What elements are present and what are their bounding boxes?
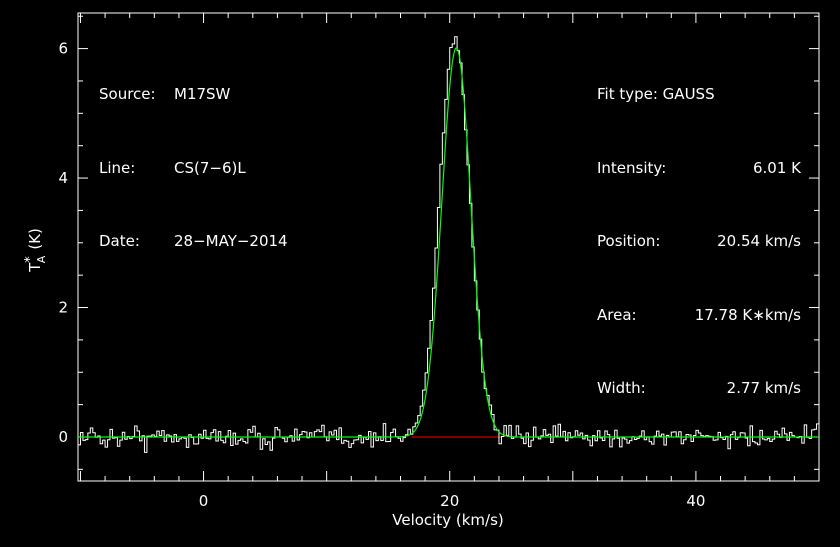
x-axis-label: Velocity (km/s) [392,511,503,529]
fit-info: Fit type: GAUSS Intensity: 6.01 K Positio… [597,33,827,425]
intensity-row: Intensity: 6.01 K [597,156,827,181]
y-tick-label: 2 [58,299,68,317]
line-row: Line: CS(7−6)L [99,156,359,181]
width-value: 2.77 km/s [726,379,801,397]
source-row: Source: M17SW [99,82,359,107]
position-value: 20.54 km/s [717,232,801,250]
position-label: Position: [597,232,661,250]
date-row: Date: 28−MAY−2014 [99,229,359,254]
source-label: Source: [99,85,156,103]
area-value: 17.78 K∗km/s [694,305,801,324]
gaussian-fit-curve [78,47,819,438]
x-tick-label: 0 [199,492,209,510]
fit-type-text: Fit type: GAUSS [597,85,715,103]
y-label-unit: (K) [26,228,44,250]
y-label-sub: A [35,255,48,263]
width-label: Width: [597,379,646,397]
area-label: Area: [597,305,637,324]
y-label-sup: * [23,256,38,263]
date-value: 28−MAY−2014 [174,232,288,250]
y-label-main: T [26,262,44,273]
y-axis-label: T*A (K) [23,228,48,273]
line-label: Line: [99,158,136,177]
intensity-label: Intensity: [597,158,667,177]
tick-labels: 0 20 40 0 2 4 6 [58,40,705,510]
line-value: CS(7−6)L [174,158,246,177]
svg-text:T*A(K): T*A (K) [23,228,48,273]
plot-frame [77,12,820,482]
y-tick-label: 4 [58,169,68,187]
fit-type-row: Fit type: GAUSS [597,82,827,107]
x-tick-label: 40 [686,492,705,510]
width-row: Width: 2.77 km/s [597,376,827,401]
y-tick-label: 0 [58,428,68,446]
source-value: M17SW [174,85,231,103]
spectrum-histogram [78,36,819,453]
x-tick-label: 20 [440,492,459,510]
source-info: Source: M17SW Line: CS(7−6)L Date: 28−MAY−2… [99,33,359,278]
date-label: Date: [99,232,140,250]
area-row: Area: 17.78 K∗km/s [597,303,827,328]
position-row: Position: 20.54 km/s [597,229,827,254]
intensity-value: 6.01 K [752,158,801,177]
axis-ticks [78,13,820,481]
y-tick-label: 6 [58,40,68,58]
